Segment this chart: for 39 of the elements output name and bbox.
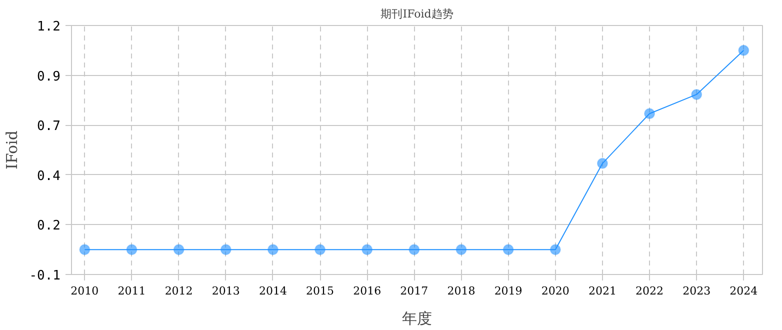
point (691, 88, 702, 100)
point (267, 244, 278, 256)
point (456, 244, 467, 256)
x-tick-label: 2010 (70, 284, 99, 298)
x-axis-title: 年度 (402, 310, 432, 328)
x-tick-label: 2019 (494, 284, 522, 298)
point (126, 244, 138, 256)
point (502, 244, 514, 256)
x-tick-label: 2020 (541, 284, 570, 298)
point (644, 108, 656, 120)
x-tick-label: 2015 (306, 284, 334, 298)
x-tick-label: 2021 (588, 284, 616, 298)
y-tick-label: 0.4 (37, 168, 61, 184)
point (596, 158, 608, 169)
point (220, 244, 232, 256)
x-tick-label: 2023 (682, 284, 711, 298)
x-tick-label: 2016 (353, 284, 382, 298)
x-tick-label: 2012 (164, 284, 193, 298)
x-tick-label: 2014 (258, 284, 287, 298)
y-tick-label: -0.1 (29, 268, 61, 284)
x-tick-label: 2013 (212, 284, 240, 298)
point (738, 44, 750, 56)
y-tick-label: 0.9 (37, 69, 61, 84)
point (314, 244, 326, 256)
x-tick-label: 2022 (636, 284, 664, 298)
point (550, 244, 561, 256)
x-tick-label: 2018 (447, 284, 476, 298)
x-tick-label: 2017 (400, 284, 428, 298)
point (408, 244, 420, 256)
y-tick-label: 0.7 (37, 119, 61, 134)
chart-title: 期刊IFoid趋势 (380, 8, 454, 20)
point (173, 244, 184, 256)
point (79, 244, 90, 256)
y-tick-label: 0.2 (37, 218, 61, 234)
y-axis-title: IFoid (3, 130, 22, 170)
x-tick-label: 2024 (730, 284, 758, 298)
x-tick-label: 2011 (118, 284, 146, 298)
y-tick-label: 1.2 (37, 20, 61, 34)
point (362, 244, 373, 256)
